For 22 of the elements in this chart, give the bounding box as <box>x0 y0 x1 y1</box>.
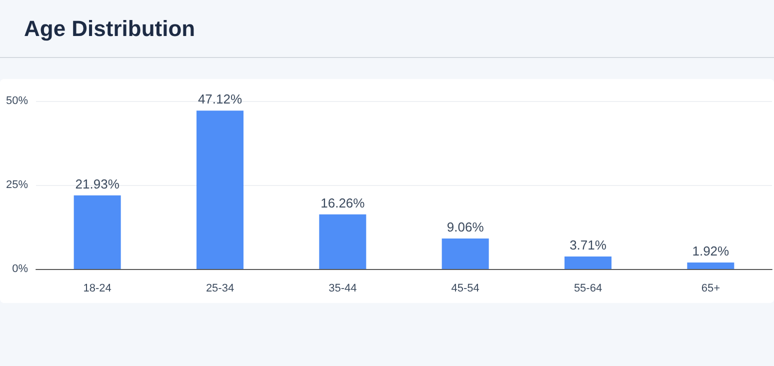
y-tick-label: 50% <box>6 95 28 107</box>
x-tick-label: 65+ <box>701 282 720 294</box>
x-tick-label: 55-64 <box>574 282 602 294</box>
x-tick-label: 25-34 <box>206 282 234 294</box>
x-tick-label: 45-54 <box>451 282 480 294</box>
x-tick-label: 18-24 <box>83 282 112 294</box>
chart-title: Age Distribution <box>0 0 774 58</box>
data-label: 47.12% <box>198 92 242 107</box>
data-label: 1.92% <box>692 244 730 259</box>
bar <box>196 110 244 269</box>
data-label: 3.71% <box>570 238 607 253</box>
x-tick-label: 35-44 <box>328 282 357 294</box>
y-tick-label: 25% <box>6 179 28 191</box>
bar <box>74 195 121 269</box>
data-label: 16.26% <box>320 195 366 210</box>
data-label: 9.06% <box>446 220 484 235</box>
bar <box>564 256 612 269</box>
data-label: 21.93% <box>75 176 120 192</box>
y-tick-label: 0% <box>12 263 28 275</box>
bar <box>319 214 366 269</box>
bar <box>687 262 734 269</box>
bar <box>442 238 489 269</box>
